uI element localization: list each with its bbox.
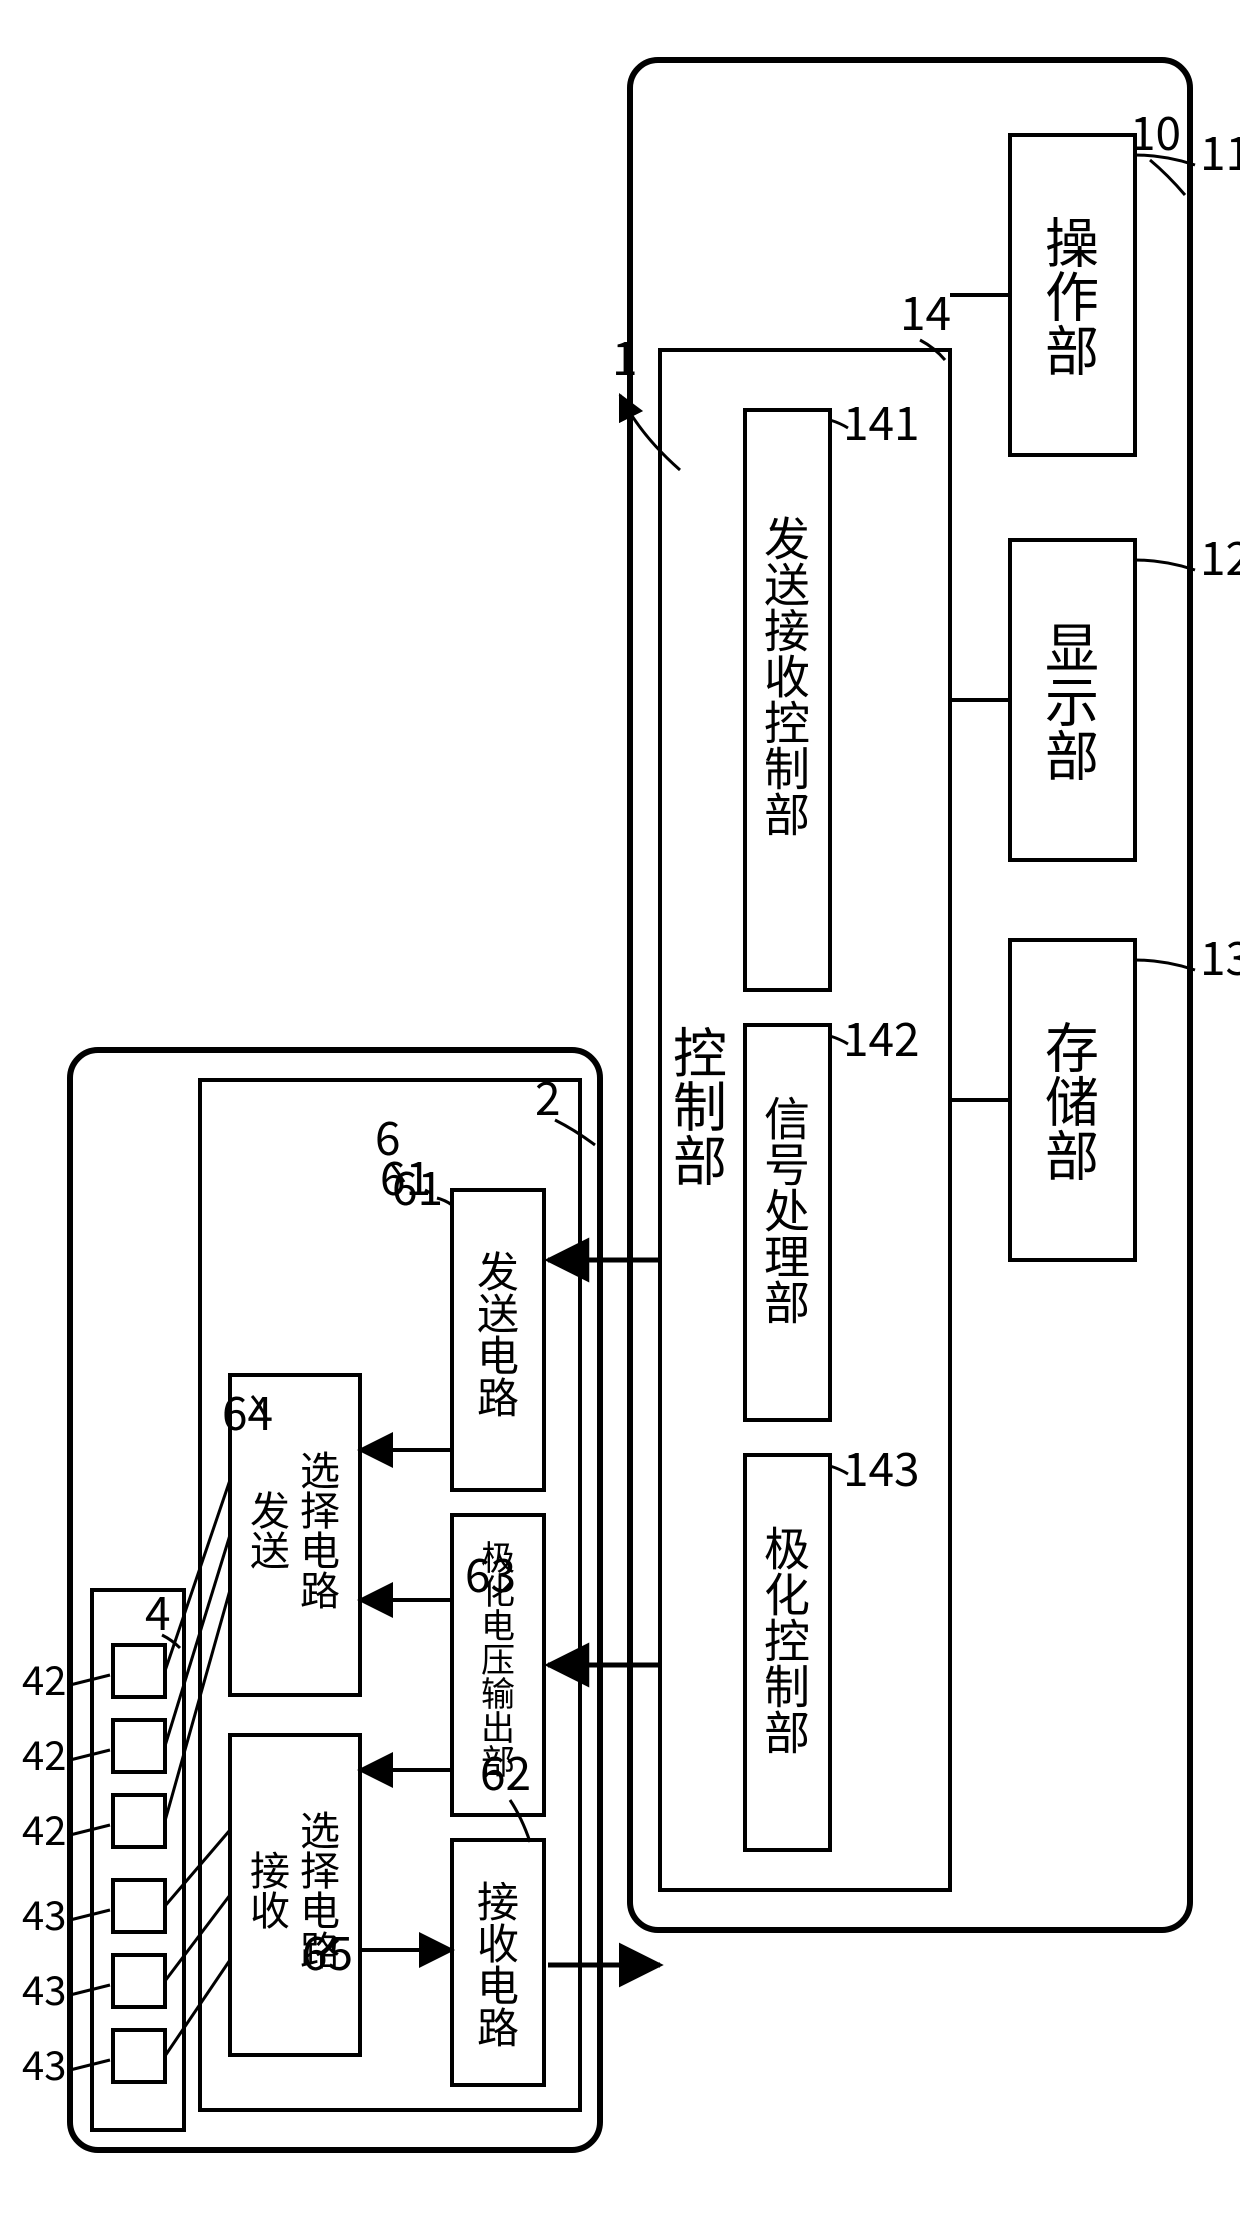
- ref-143: 143: [843, 1434, 920, 1500]
- right-block-13-text: 存储部: [1033, 1020, 1112, 1182]
- lbl-42-1: 42: [22, 1649, 66, 1707]
- ref-141: 141: [843, 388, 920, 454]
- w-43-2: [165, 1895, 230, 1981]
- w-43-1: [165, 1830, 230, 1906]
- leader-out-left: [555, 1120, 595, 1145]
- ref63c: 63: [465, 1540, 516, 1606]
- elem-43-3: [113, 2030, 165, 2082]
- ref-11: 11: [1200, 118, 1240, 184]
- right-block-12-text: 显示部: [1033, 620, 1112, 782]
- elem-43-2: [113, 1955, 165, 2007]
- lbl-42-3: 42: [22, 1799, 66, 1857]
- right-block-11: 操作部: [1010, 135, 1135, 455]
- lbl-43-1: 43: [22, 1884, 66, 1942]
- leader-12: [1135, 560, 1195, 570]
- diagram-canvas: 1 10 操作部 11 显示部 12 存储部 13 14 控制部 发送接收控制部…: [0, 0, 1240, 2222]
- leader-out-right: [1150, 160, 1185, 195]
- ref-13: 13: [1200, 923, 1240, 989]
- c62bt: 接收电路: [468, 1880, 529, 2048]
- elem-42-3: [113, 1795, 165, 1847]
- ref62: 62: [480, 1738, 531, 1804]
- leader-13: [1135, 960, 1195, 970]
- inner-142-text: 信号处理部: [754, 1095, 820, 1325]
- right-inner-title: 控制部: [661, 1025, 740, 1187]
- elem-43-1: [113, 1880, 165, 1932]
- ref-142: 142: [843, 1004, 920, 1070]
- right-block-12: 显示部: [1010, 540, 1135, 860]
- ref-4: 4: [145, 1578, 171, 1644]
- blk64-col1: 选择电路: [291, 1450, 349, 1610]
- lbl-43-3: 43: [22, 2034, 66, 2092]
- ref-fig: 1: [612, 323, 638, 389]
- c61t: 发送电路: [468, 1250, 529, 1418]
- lbl-42-2: 42: [22, 1724, 66, 1782]
- inner-143-text: 极化控制部: [754, 1525, 820, 1755]
- inner-141-text: 发送接收控制部: [754, 515, 820, 837]
- w-43-3: [165, 1960, 230, 2056]
- w-42-3: [165, 1590, 230, 1821]
- ref-14: 14: [900, 278, 951, 344]
- ref-outer-left: 2: [535, 1063, 561, 1129]
- elem-42-2: [113, 1720, 165, 1772]
- lbl-43-2: 43: [22, 1959, 66, 2017]
- right-block-11-text: 操作部: [1033, 215, 1112, 377]
- ref64: 64: [222, 1378, 273, 1444]
- ref61: 61: [392, 1153, 443, 1219]
- ref-12: 12: [1200, 523, 1240, 589]
- right-block-13: 存储部: [1010, 940, 1135, 1260]
- elem-42-1: [113, 1645, 165, 1697]
